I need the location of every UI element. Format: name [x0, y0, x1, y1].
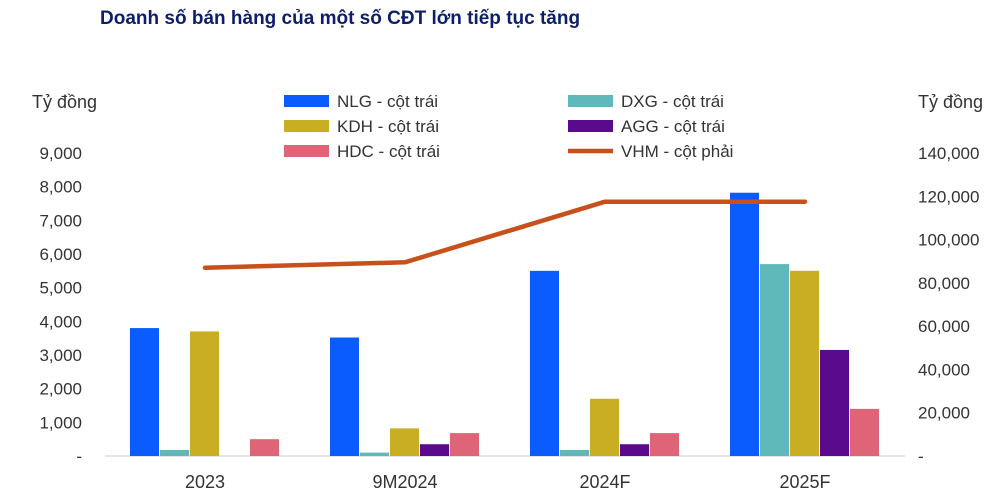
- bar-hdc-2023: [250, 439, 279, 456]
- legend-swatch-kdh: [284, 120, 329, 132]
- bar-hdc-2024f: [650, 433, 679, 456]
- right-axis-unit: Tỷ đồng: [918, 92, 984, 112]
- legend-label-dxg: DXG - cột trái: [621, 92, 724, 111]
- chart-title: Doanh số bán hàng của một số CĐT lớn tiế…: [100, 8, 581, 29]
- x-tick-label: 2025F: [779, 472, 830, 492]
- bar-nlg-2025f: [730, 192, 759, 456]
- line-vhm: [202, 199, 808, 270]
- bar-kdh-2025f: [790, 270, 819, 456]
- right-tick-label: 80,000: [918, 274, 970, 293]
- x-tick-label: 2023: [185, 472, 225, 492]
- bar-dxg-2023: [160, 449, 189, 456]
- legend-swatch-agg: [568, 120, 613, 132]
- bar-kdh-9m2024: [390, 428, 419, 456]
- right-tick-label: 20,000: [918, 404, 970, 423]
- right-tick-label: -: [918, 447, 924, 466]
- left-tick-label: 6,000: [39, 245, 82, 264]
- bar-agg-2024f: [620, 444, 649, 456]
- right-tick-label: 40,000: [918, 360, 970, 379]
- bar-hdc-2025f: [850, 408, 879, 456]
- left-tick-label: 4,000: [39, 312, 82, 331]
- bar-nlg-9m2024: [330, 337, 359, 456]
- left-tick-label: -: [76, 447, 82, 466]
- right-tick-label: 60,000: [918, 317, 970, 336]
- legend-swatch-nlg: [284, 95, 329, 107]
- legend-label-agg: AGG - cột trái: [621, 117, 725, 136]
- bar-nlg-2023: [130, 328, 159, 456]
- x-tick-label: 2024F: [579, 472, 630, 492]
- bar-agg-9m2024: [420, 444, 449, 456]
- left-tick-label: 2,000: [39, 380, 82, 399]
- left-tick-label: 5,000: [39, 279, 82, 298]
- bar-dxg-2024f: [560, 449, 589, 456]
- right-tick-label: 140,000: [918, 144, 979, 163]
- left-tick-label: 3,000: [39, 346, 82, 365]
- legend-label-hdc: HDC - cột trái: [337, 142, 440, 161]
- right-tick-label: 100,000: [918, 231, 979, 250]
- left-tick-label: 9,000: [39, 144, 82, 163]
- bar-kdh-2024f: [590, 398, 619, 456]
- right-tick-label: 120,000: [918, 187, 979, 206]
- left-tick-label: 7,000: [39, 211, 82, 230]
- bar-nlg-2024f: [530, 270, 559, 456]
- x-tick-label: 9M2024: [372, 472, 437, 492]
- legend-label-kdh: KDH - cột trái: [337, 117, 439, 136]
- bar-hdc-9m2024: [450, 433, 479, 456]
- legend-label-nlg: NLG - cột trái: [337, 92, 438, 111]
- bar-dxg-9m2024: [360, 452, 389, 456]
- legend-swatch-hdc: [284, 145, 329, 157]
- left-tick-label: 8,000: [39, 178, 82, 197]
- left-axis-unit: Tỷ đồng: [32, 92, 98, 112]
- bar-agg-2025f: [820, 349, 849, 456]
- legend-swatch-dxg: [568, 95, 613, 107]
- left-tick-label: 1,000: [39, 413, 82, 432]
- bar-dxg-2025f: [760, 264, 789, 456]
- bar-kdh-2023: [190, 331, 219, 456]
- legend-label-vhm: VHM - cột phải: [621, 142, 733, 161]
